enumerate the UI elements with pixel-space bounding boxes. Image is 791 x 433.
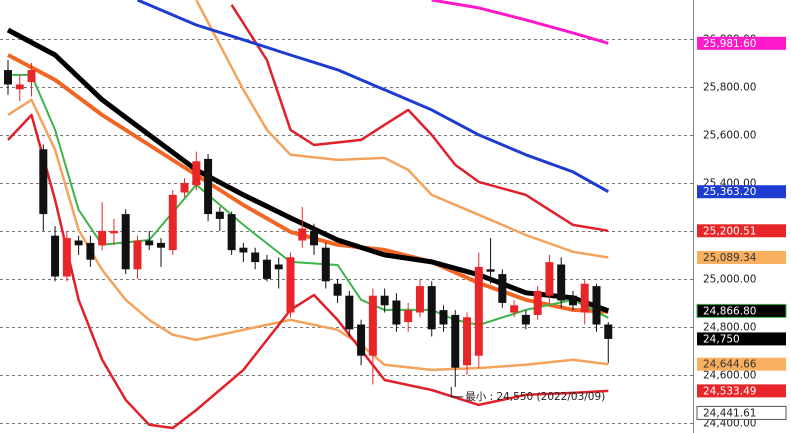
candle-body [568, 295, 577, 306]
candle-body [227, 214, 236, 251]
y-tick-label: 24,800.00 [703, 322, 756, 334]
candle-body [486, 269, 495, 272]
price-tag [696, 405, 787, 420]
annotation-leader [450, 386, 464, 398]
annotation: 最小 : 24,550 (2022/03/09) [465, 391, 605, 403]
candle-body [404, 310, 413, 323]
candle-body [145, 240, 154, 246]
candle-body [604, 324, 613, 339]
candle-body [321, 247, 330, 282]
y-tick-label: 24,600.00 [703, 370, 756, 382]
line-series [230, 4, 609, 233]
price-tag [697, 224, 786, 238]
candle-body [62, 238, 71, 277]
candle-body [545, 262, 554, 296]
candle-body [215, 211, 224, 219]
price-tag [697, 250, 786, 264]
candle-body [15, 84, 24, 90]
price-tag-label: 24,644.66 [703, 359, 757, 371]
line-series [7, 113, 609, 430]
price-tag [697, 185, 786, 199]
candle-body [157, 242, 166, 248]
price-tag-label: 24,866.80 [703, 305, 756, 317]
price-tag [697, 384, 786, 398]
candle-body [180, 182, 189, 193]
candle-body [86, 242, 95, 260]
candle-body [474, 266, 483, 356]
line-series [195, 0, 609, 259]
price-tag-label: 24,750 [703, 333, 740, 345]
candle-body [451, 314, 460, 368]
candle-body [4, 70, 12, 85]
candle-body [133, 240, 142, 270]
y-tick-label: 24,400.00 [703, 418, 756, 430]
candle-body [98, 230, 107, 246]
price-tag [697, 332, 786, 346]
price-tag [696, 303, 787, 318]
y-tick-label: 25,600.00 [703, 130, 756, 142]
grid [0, 39, 693, 424]
candle-body [262, 259, 271, 279]
price-tag [697, 36, 786, 50]
candle-body [51, 235, 60, 277]
candle-body [74, 240, 83, 246]
candle-body [251, 252, 260, 263]
candle-body [121, 214, 130, 270]
price-tag [697, 357, 786, 371]
candle-body [27, 70, 36, 83]
candle-body [427, 286, 436, 330]
candle-body [39, 149, 48, 215]
candle-body [310, 230, 319, 246]
candle-body [286, 257, 295, 313]
line-series [8, 73, 609, 326]
candle-body [109, 230, 118, 234]
candle-body [498, 274, 507, 303]
candle-body [533, 290, 542, 315]
candle-body [463, 317, 472, 366]
candle-body [521, 314, 530, 325]
candle-body [239, 247, 248, 253]
candle-body [368, 295, 377, 356]
candle-body [592, 286, 601, 325]
candle-body [357, 324, 366, 356]
line-series [431, 0, 609, 45]
candle-body [392, 300, 401, 325]
candle-body [557, 264, 566, 301]
candle-body [298, 228, 307, 241]
candle-body [192, 161, 201, 186]
y-tick-label: 25,800.00 [703, 82, 756, 94]
price-tag-label: 25,200.51 [703, 225, 756, 237]
candle-body [274, 264, 283, 270]
price-tag-label: 25,363.20 [703, 186, 756, 198]
candle-body [580, 283, 589, 313]
y-tick-label: 25,000.00 [703, 274, 756, 286]
price-tag-label: 25,089.34 [703, 252, 757, 264]
axis-labels: 24,400.00 24,600.00 24,800.00 25,000.00 25,2… [696, 34, 787, 430]
candle-body [439, 310, 448, 325]
line-series [136, 0, 610, 194]
candle-body [333, 283, 342, 296]
candle-body [204, 158, 213, 215]
candle-body [168, 194, 177, 251]
candle-body [415, 286, 424, 313]
candle-body [345, 295, 354, 330]
candle-body [380, 295, 389, 306]
candle-body [510, 305, 519, 313]
plot-area: 最小 : 24,550 (2022/03/09) [4, 0, 613, 430]
price-tag-label: 25,981.60 [703, 38, 756, 50]
line-series [7, 98, 609, 372]
price-tag-label: 24,533.49 [703, 385, 756, 397]
price-tag-label: 24,441.61 [703, 407, 756, 419]
